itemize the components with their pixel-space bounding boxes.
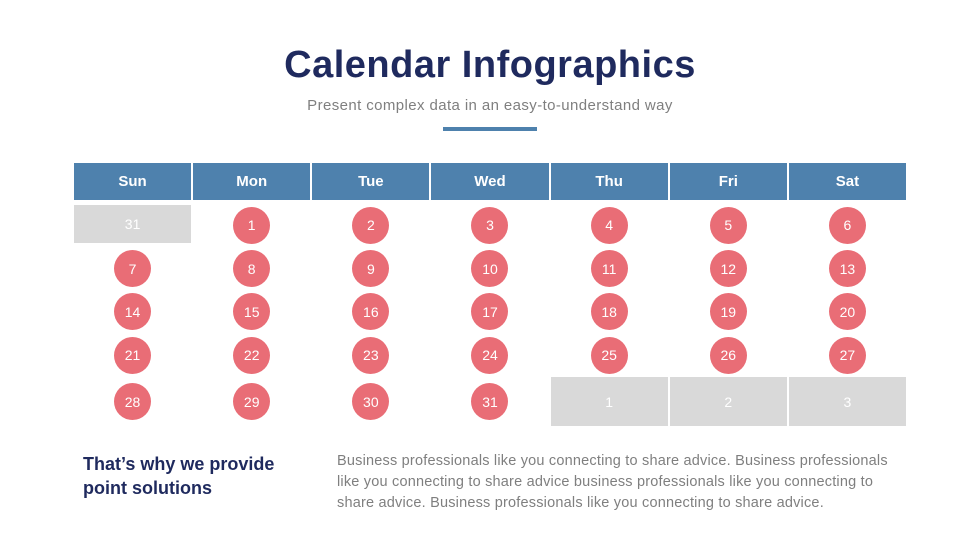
calendar-day-cell: 16 <box>312 290 429 333</box>
current-month-day-badge: 7 <box>114 250 152 287</box>
weekday-header-thu: Thu <box>550 163 668 200</box>
calendar-day-cell: 29 <box>193 377 310 426</box>
current-month-day-badge: 12 <box>709 250 747 287</box>
current-month-day-badge: 5 <box>709 206 747 244</box>
footer-heading: That’s why we provide point solutions <box>83 452 274 500</box>
current-month-day-badge: 2 <box>352 206 390 244</box>
current-month-day-badge: 21 <box>114 336 152 374</box>
current-month-day-badge: 31 <box>471 383 509 420</box>
weekday-header-wed: Wed <box>431 163 549 200</box>
adjacent-month-day-box: 1 <box>550 377 668 426</box>
calendar-day-cell: 31 <box>431 377 548 426</box>
current-month-day-badge: 1 <box>233 206 271 244</box>
calendar-day-cell: 26 <box>670 333 787 377</box>
calendar-day-cell: 25 <box>551 333 668 377</box>
current-month-day-badge: 16 <box>352 293 390 330</box>
current-month-day-badge: 3 <box>471 206 509 244</box>
current-month-day-badge: 24 <box>471 336 509 374</box>
calendar-day-cell: 14 <box>74 290 191 333</box>
current-month-day-badge: 4 <box>590 206 628 244</box>
current-month-day-badge: 8 <box>233 250 271 287</box>
calendar-day-cell: 6 <box>789 203 906 247</box>
footer-heading-line2: point solutions <box>83 478 212 498</box>
current-month-day-badge: 22 <box>233 336 271 374</box>
weekday-header-sat: Sat <box>788 163 906 200</box>
calendar-day-cell: 4 <box>551 203 668 247</box>
current-month-day-badge: 19 <box>709 293 747 330</box>
weekday-header-mon: Mon <box>193 163 311 200</box>
calendar-day-cell: 3 <box>788 377 906 426</box>
calendar-day-cell: 31 <box>74 203 192 247</box>
current-month-day-badge: 17 <box>471 293 509 330</box>
calendar-week-row: 7 8 9 10 11 12 13 <box>74 247 906 290</box>
footer-paragraph: Business professionals like you connecti… <box>337 453 888 511</box>
page-subtitle: Present complex data in an easy-to-under… <box>307 97 673 114</box>
calendar-table: Sun Mon Tue Wed Thu Fri Sat 31 1 2 3 4 5 6 7 8 9 10 11 12 1… <box>74 163 906 426</box>
calendar-day-cell: 10 <box>431 247 548 290</box>
calendar-day-cell: 3 <box>431 203 548 247</box>
calendar-body: 31 1 2 3 4 5 6 7 8 9 10 11 12 13 14 15 16 17 18 19 20 21 22 23 2… <box>74 203 906 426</box>
calendar-day-cell: 7 <box>74 247 191 290</box>
calendar-day-cell: 22 <box>193 333 310 377</box>
current-month-day-badge: 11 <box>590 250 628 287</box>
weekday-header-sun: Sun <box>74 163 192 200</box>
current-month-day-badge: 30 <box>352 383 390 420</box>
footer-heading-line1: That’s why we provide <box>83 454 275 474</box>
current-month-day-badge: 23 <box>352 336 390 374</box>
current-month-day-badge: 10 <box>471 250 509 287</box>
current-month-day-badge: 13 <box>828 250 866 287</box>
adjacent-month-day-box: 31 <box>74 205 192 243</box>
current-month-day-badge: 14 <box>114 293 152 330</box>
calendar-day-cell: 18 <box>551 290 668 333</box>
calendar-day-cell: 1 <box>550 377 668 426</box>
calendar-week-row: 28 29 30 31 1 2 3 <box>74 377 906 426</box>
current-month-day-badge: 25 <box>590 336 628 374</box>
calendar-day-cell: 20 <box>789 290 906 333</box>
current-month-day-badge: 18 <box>590 293 628 330</box>
current-month-day-badge: 6 <box>828 206 866 244</box>
calendar-day-cell: 2 <box>312 203 429 247</box>
calendar-day-cell: 19 <box>670 290 787 333</box>
calendar-day-cell: 21 <box>74 333 191 377</box>
calendar-day-cell: 15 <box>193 290 310 333</box>
calendar-week-row: 31 1 2 3 4 5 6 <box>74 203 906 247</box>
current-month-day-badge: 20 <box>828 293 866 330</box>
current-month-day-badge: 26 <box>709 336 747 374</box>
calendar-day-cell: 17 <box>431 290 548 333</box>
weekday-header-tue: Tue <box>312 163 430 200</box>
calendar-day-cell: 1 <box>193 203 310 247</box>
calendar-day-cell: 12 <box>670 247 787 290</box>
calendar-day-cell: 9 <box>312 247 429 290</box>
calendar-day-cell: 23 <box>312 333 429 377</box>
adjacent-month-day-box: 2 <box>669 377 787 426</box>
calendar-day-cell: 2 <box>669 377 787 426</box>
current-month-day-badge: 27 <box>828 336 866 374</box>
current-month-day-badge: 9 <box>352 250 390 287</box>
adjacent-month-day-box: 3 <box>788 377 906 426</box>
calendar-day-cell: 30 <box>312 377 429 426</box>
calendar-day-cell: 27 <box>789 333 906 377</box>
title-underline-accent <box>443 127 537 131</box>
current-month-day-badge: 29 <box>233 383 271 420</box>
calendar-day-cell: 24 <box>431 333 548 377</box>
calendar-week-row: 21 22 23 24 25 26 27 <box>74 333 906 377</box>
weekday-header-fri: Fri <box>669 163 787 200</box>
calendar-day-cell: 28 <box>74 377 191 426</box>
calendar-week-row: 14 15 16 17 18 19 20 <box>74 290 906 333</box>
current-month-day-badge: 28 <box>114 383 152 420</box>
calendar-header-row: Sun Mon Tue Wed Thu Fri Sat <box>74 163 906 200</box>
calendar-day-cell: 8 <box>193 247 310 290</box>
calendar-day-cell: 13 <box>789 247 906 290</box>
calendar-day-cell: 5 <box>670 203 787 247</box>
current-month-day-badge: 15 <box>233 293 271 330</box>
page-title: Calendar Infographics <box>284 44 696 86</box>
calendar-day-cell: 11 <box>551 247 668 290</box>
